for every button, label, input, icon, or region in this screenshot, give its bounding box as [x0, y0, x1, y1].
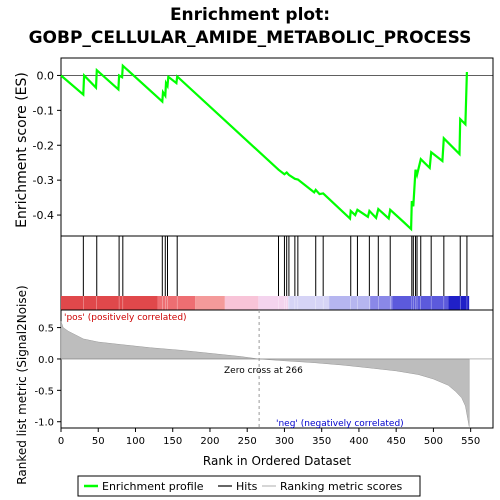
x-tick-label: 200 — [200, 436, 219, 447]
legend-box — [77, 475, 421, 497]
es-y-tick-label: 0.0 — [37, 69, 55, 82]
es-y-tick-label: -0.2 — [33, 139, 54, 152]
color-bar-segment — [61, 296, 158, 310]
x-tick-label: 350 — [312, 436, 331, 447]
color-bar-segment — [370, 296, 393, 310]
chart-title-line1: Enrichment plot: — [170, 5, 330, 25]
legend-label: Hits — [236, 480, 258, 493]
x-axis-label: Rank in Ordered Dataset — [203, 454, 351, 468]
color-bar-segment — [392, 296, 449, 310]
color-bar-segment — [258, 296, 289, 310]
es-y-tick-label: -0.4 — [33, 209, 54, 222]
x-axis: 0 50 100 150 200 250 300 350 400 450 500 550 — [58, 428, 480, 447]
metric-y-tick-label: 0.5 — [38, 324, 54, 335]
negative-correlated-label: 'neg' (negatively correlated) — [276, 419, 404, 429]
x-tick-label: 150 — [163, 436, 182, 447]
chart-title-line2: GOBP_CELLULAR_AMIDE_METABOLIC_PROCESS — [29, 28, 472, 48]
x-tick-label: 0 — [58, 436, 64, 447]
es-y-tick-label: -0.3 — [33, 174, 54, 187]
es-panel: 0.0 -0.1 -0.2 -0.3 -0.4 — [33, 57, 494, 237]
metric-y-tick-label: -0.5 — [34, 386, 54, 397]
x-tick-label: 50 — [92, 436, 105, 447]
color-bar-segment — [195, 296, 225, 310]
color-bar-segment — [288, 296, 330, 310]
positive-correlated-label: 'pos' (positively correlated) — [64, 313, 187, 323]
metric-y-tick-label: -1.0 — [34, 418, 54, 429]
x-tick-label: 300 — [275, 436, 294, 447]
hits-panel — [60, 235, 494, 311]
x-tick-label: 500 — [424, 436, 443, 447]
color-bar-segment — [448, 296, 470, 310]
x-tick-label: 250 — [238, 436, 257, 447]
legend-label: Ranking metric scores — [280, 480, 402, 493]
zero-cross-label: Zero cross at 266 — [224, 366, 303, 376]
metric-y-axis-label: Ranked list metric (Signal2Noise) — [15, 285, 29, 484]
legend: Enrichment profile Hits Ranking metric sco… — [77, 475, 421, 497]
x-tick-label: 550 — [461, 436, 480, 447]
es-y-axis-label: Enrichment score (ES) — [14, 72, 30, 228]
x-tick-label: 400 — [349, 436, 368, 447]
es-plot-area — [60, 57, 494, 237]
metric-panel: 0.5 0.0 -0.5 -1.0 — [34, 309, 494, 429]
color-bar-segment — [157, 296, 196, 310]
metric-y-tick-label: 0.0 — [38, 355, 54, 366]
color-bar-segment — [224, 296, 259, 310]
enrichment-profile-line — [60, 63, 468, 232]
x-tick-label: 100 — [126, 436, 145, 447]
color-bar-segment — [329, 296, 371, 310]
legend-label: Enrichment profile — [102, 480, 204, 493]
es-y-tick-label: -0.1 — [33, 104, 54, 117]
ranking-metric-area — [60, 321, 470, 427]
x-tick-label: 450 — [387, 436, 406, 447]
